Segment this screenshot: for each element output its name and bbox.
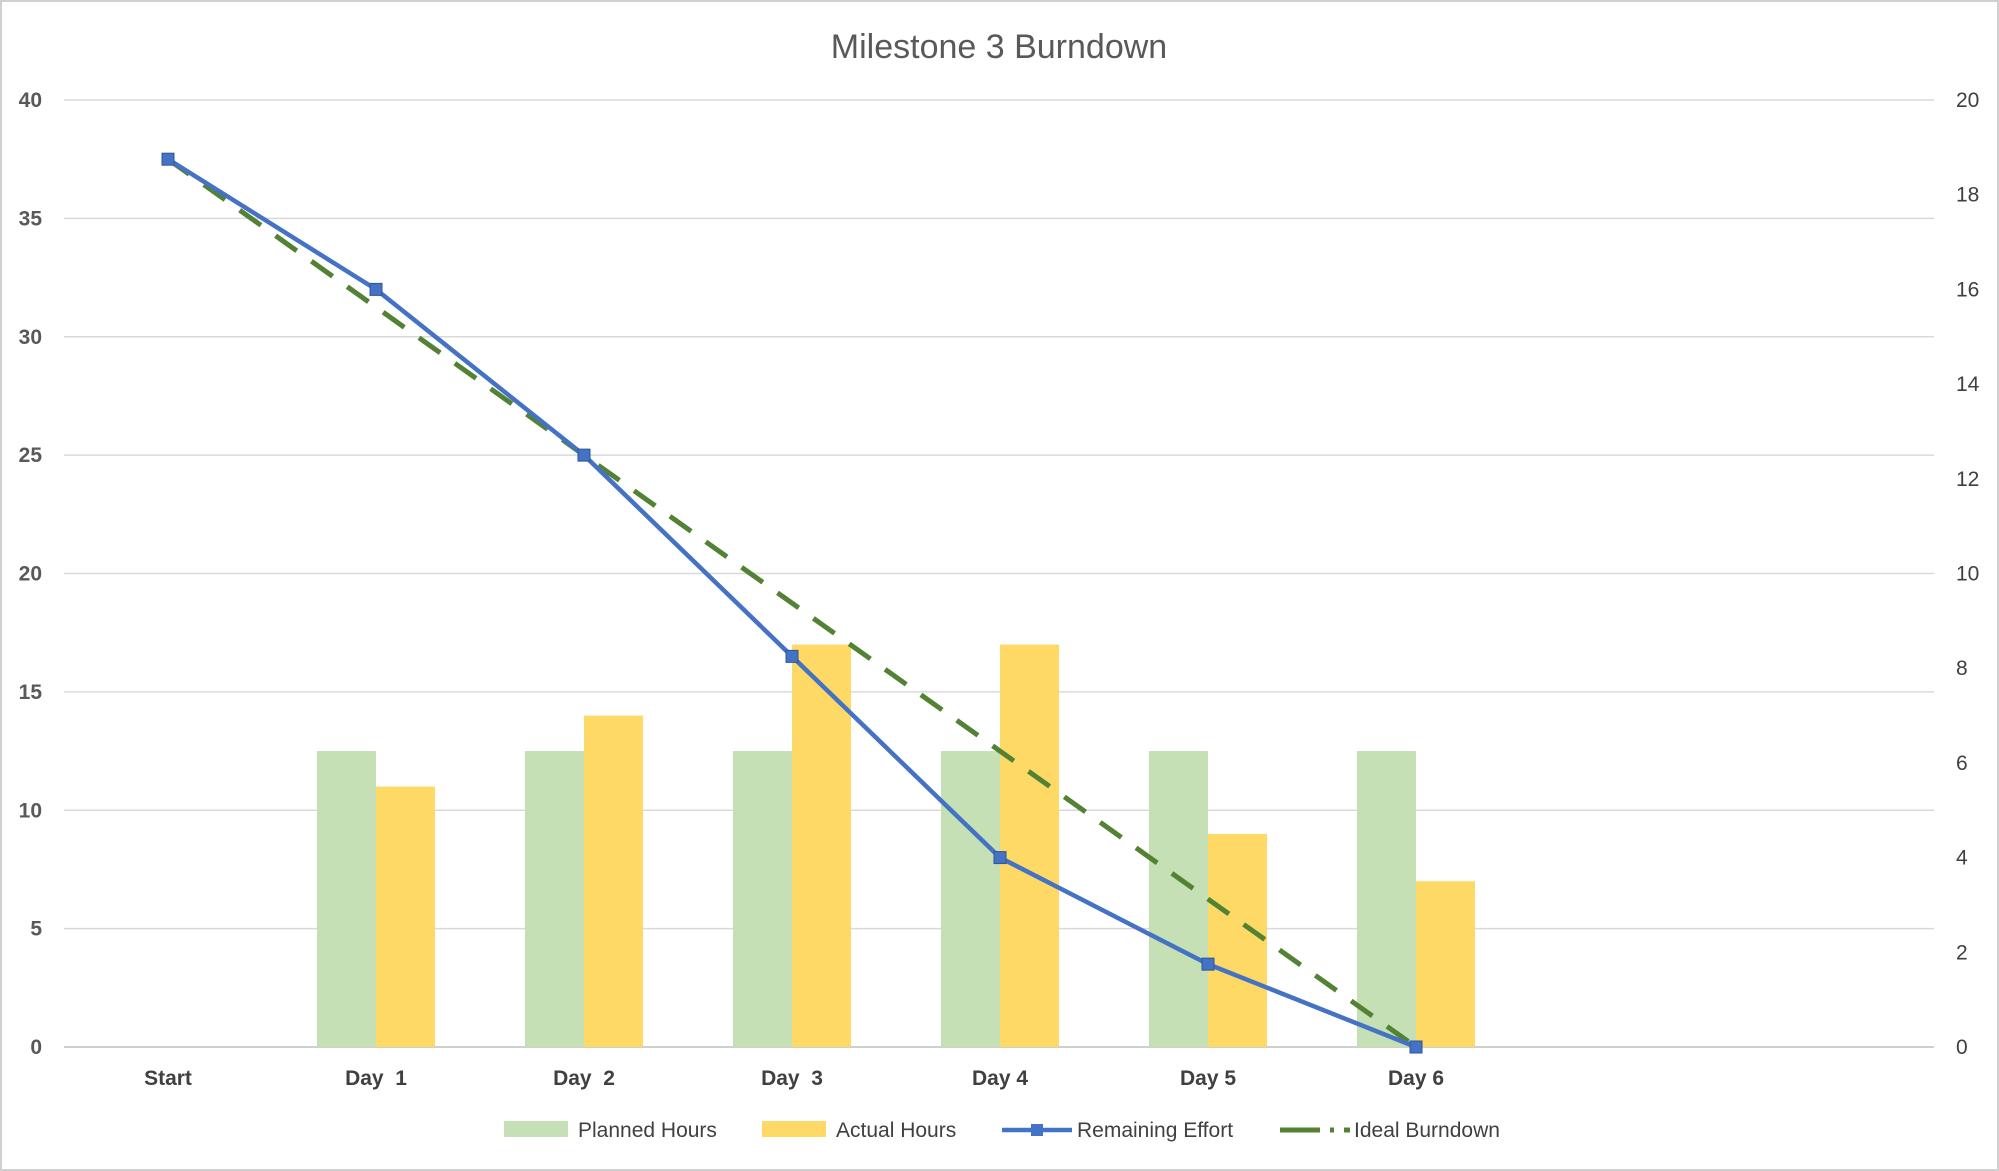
x-category-label: Day 3: [761, 1067, 823, 1090]
y-right-tick-label: 6: [1956, 752, 1968, 775]
y-right-tick-label: 12: [1956, 468, 1979, 491]
x-category-label: Day 2: [553, 1067, 615, 1090]
point-remaining-effort: [1409, 1040, 1423, 1054]
y-left-tick-label: 20: [19, 563, 42, 586]
legend: Planned Hours Actual Hours Remaining Effor…: [504, 1119, 1500, 1142]
bar-actual-hours: [1000, 644, 1059, 1047]
x-category-label: Day 4: [972, 1067, 1028, 1090]
point-remaining-effort: [993, 851, 1007, 865]
bar-planned-hours: [1149, 751, 1208, 1047]
y-left-tick-label: 5: [30, 918, 42, 941]
bar-planned-hours: [941, 751, 1000, 1047]
bar-actual-hours: [1208, 833, 1267, 1047]
point-remaining-effort: [161, 152, 175, 166]
bar-actual-hours: [584, 715, 643, 1047]
point-remaining-effort: [577, 448, 591, 462]
point-remaining-effort: [1201, 957, 1215, 971]
left-axis: 0 5 10 15 20 25 30 35 40: [19, 89, 43, 1059]
y-left-tick-label: 0: [30, 1036, 42, 1059]
y-left-tick-label: 35: [19, 207, 43, 230]
series-line-ideal-burndown: [166, 157, 1418, 1050]
bar-planned-hours: [525, 751, 584, 1047]
bar-planned-hours: [733, 751, 792, 1047]
category-axis: Start Day 1 Day 2 Day 3 Day 4 Day 5 Day 6: [144, 1067, 1444, 1090]
legend-swatch: [504, 1121, 568, 1137]
right-axis: 0 2 4 6 8 10 12 14 16 18 20: [1956, 89, 1980, 1059]
y-right-tick-label: 14: [1956, 373, 1980, 396]
y-left-tick-label: 30: [19, 326, 42, 349]
point-remaining-effort: [785, 649, 799, 663]
y-right-tick-label: 4: [1956, 847, 1968, 870]
y-left-tick-label: 15: [19, 681, 43, 704]
x-category-label: Day 5: [1180, 1067, 1236, 1090]
chart-title: Milestone 3 Burndown: [831, 28, 1167, 66]
y-left-tick-label: 40: [19, 89, 42, 112]
legend-label: Ideal Burndown: [1354, 1119, 1500, 1142]
bars: [317, 644, 1475, 1047]
bar-actual-hours: [376, 786, 435, 1047]
y-right-tick-label: 2: [1956, 941, 1968, 964]
bar-actual-hours: [792, 644, 851, 1047]
y-right-tick-label: 20: [1956, 89, 1979, 112]
y-left-tick-label: 25: [19, 444, 43, 467]
legend-swatch: [762, 1121, 826, 1137]
bar-actual-hours: [1416, 881, 1475, 1047]
legend-marker: [1031, 1124, 1043, 1136]
y-right-tick-label: 8: [1956, 657, 1968, 680]
x-category-label: Day 1: [345, 1067, 407, 1090]
bar-planned-hours: [1357, 751, 1416, 1047]
legend-label: Remaining Effort: [1077, 1119, 1233, 1142]
y-right-tick-label: 0: [1956, 1036, 1968, 1059]
x-category-label: Day 6: [1388, 1067, 1444, 1090]
bar-planned-hours: [317, 751, 376, 1047]
y-right-tick-label: 10: [1956, 563, 1979, 586]
x-category-label: Start: [144, 1067, 192, 1090]
legend-label: Actual Hours: [836, 1119, 956, 1142]
y-left-tick-label: 10: [19, 799, 42, 822]
legend-label: Planned Hours: [578, 1119, 717, 1142]
y-right-tick-label: 16: [1956, 278, 1979, 301]
point-remaining-effort: [369, 282, 383, 296]
lines: [161, 152, 1423, 1054]
y-right-tick-label: 18: [1956, 184, 1979, 207]
